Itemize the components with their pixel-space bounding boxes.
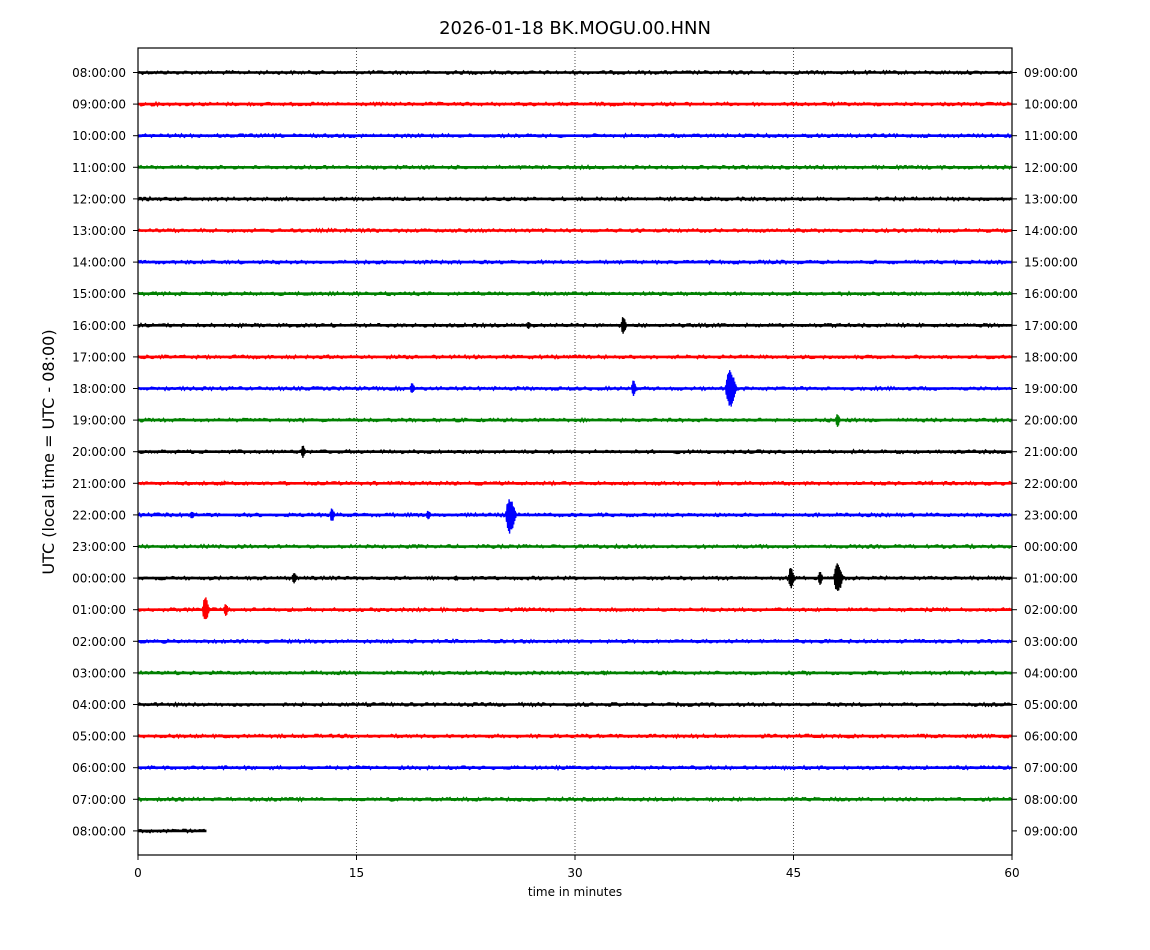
event-row-10-2 (724, 370, 738, 407)
event-row-10-0 (409, 383, 416, 393)
right-tick-label-7: 16:00:00 (1024, 287, 1078, 301)
event-row-16-3 (817, 571, 824, 585)
event-row-14-0 (189, 511, 196, 519)
right-tick-label-23: 08:00:00 (1024, 793, 1078, 807)
right-tick-label-4: 13:00:00 (1024, 192, 1078, 206)
right-tick-label-15: 00:00:00 (1024, 540, 1078, 554)
left-tick-label-19: 03:00:00 (72, 666, 126, 680)
event-row-16-4 (833, 563, 845, 591)
right-tick-label-5: 14:00:00 (1024, 224, 1078, 238)
left-tick-label-10: 18:00:00 (72, 382, 126, 396)
event-row-14-2 (425, 510, 432, 520)
y-axis-label: UTC (local time = UTC - 08:00) (39, 329, 58, 574)
left-tick-label-12: 20:00:00 (72, 445, 126, 459)
right-tick-label-13: 22:00:00 (1024, 477, 1078, 491)
left-tick-label-5: 13:00:00 (72, 224, 126, 238)
right-tick-label-3: 12:00:00 (1024, 161, 1078, 175)
left-tick-label-21: 05:00:00 (72, 730, 126, 744)
event-row-10-1 (630, 380, 638, 397)
left-tick-label-1: 09:00:00 (72, 98, 126, 112)
event-row-16-1 (453, 575, 460, 582)
event-row-14-3 (504, 499, 518, 534)
x-tick-label-30: 30 (567, 866, 582, 880)
event-row-16-2 (787, 567, 796, 589)
x-axis-ticks: 0 15 30 45 60 (134, 855, 1020, 880)
seismic-traces (137, 69, 1012, 834)
left-tick-label-9: 17:00:00 (72, 350, 126, 364)
x-axis-label: time in minutes (528, 885, 622, 899)
left-tick-label-13: 21:00:00 (72, 477, 126, 491)
y-axis-ticks: 08:00:00 09:00:00 09:00:00 10:00:00 10:00:00… (72, 66, 1078, 838)
right-tick-label-0: 09:00:00 (1024, 66, 1078, 80)
left-tick-label-11: 19:00:00 (72, 414, 126, 428)
right-tick-label-10: 19:00:00 (1024, 382, 1078, 396)
left-tick-label-15: 23:00:00 (72, 540, 126, 554)
event-row-19-0 (601, 669, 608, 676)
right-tick-label-16: 01:00:00 (1024, 572, 1078, 586)
right-tick-label-2: 11:00:00 (1024, 129, 1078, 143)
event-row-11-0 (834, 414, 842, 427)
right-tick-label-11: 20:00:00 (1024, 414, 1078, 428)
right-tick-label-19: 04:00:00 (1024, 666, 1078, 680)
left-tick-label-18: 02:00:00 (72, 635, 126, 649)
left-tick-label-22: 06:00:00 (72, 761, 126, 775)
left-tick-label-14: 22:00:00 (72, 508, 126, 522)
left-tick-label-6: 14:00:00 (72, 256, 126, 270)
x-tick-label-0: 0 (134, 866, 142, 880)
left-tick-label-23: 07:00:00 (72, 793, 126, 807)
right-tick-label-12: 21:00:00 (1024, 445, 1078, 459)
grid-lines (356, 48, 794, 855)
event-row-16-0 (291, 573, 298, 584)
right-tick-label-1: 10:00:00 (1024, 98, 1078, 112)
x-tick-label-15: 15 (349, 866, 364, 880)
right-tick-label-22: 07:00:00 (1024, 761, 1078, 775)
chart-title: 2026-01-18 BK.MOGU.00.HNN (439, 18, 711, 39)
left-tick-label-4: 12:00:00 (72, 192, 126, 206)
left-tick-label-20: 04:00:00 (72, 698, 126, 712)
right-tick-label-6: 15:00:00 (1024, 256, 1078, 270)
left-tick-label-7: 15:00:00 (72, 287, 126, 301)
event-row-13-0 (220, 479, 227, 486)
left-tick-label-3: 11:00:00 (72, 161, 126, 175)
right-tick-label-8: 17:00:00 (1024, 319, 1078, 333)
right-tick-label-9: 18:00:00 (1024, 350, 1078, 364)
right-tick-label-20: 05:00:00 (1024, 698, 1078, 712)
x-tick-label-60: 60 (1004, 866, 1019, 880)
right-tick-label-14: 23:00:00 (1024, 508, 1078, 522)
event-row-12-0 (300, 445, 307, 458)
event-row-14-1 (329, 508, 336, 521)
event-row-17-1 (223, 604, 230, 616)
left-tick-label-24: 08:00:00 (72, 824, 126, 838)
x-tick-label-45: 45 (786, 866, 801, 880)
right-tick-label-21: 06:00:00 (1024, 730, 1078, 744)
left-tick-label-0: 08:00:00 (72, 66, 126, 80)
right-tick-label-24: 09:00:00 (1024, 824, 1078, 838)
event-row-8-1 (620, 317, 628, 334)
right-tick-label-17: 02:00:00 (1024, 603, 1078, 617)
event-row-13-1 (928, 479, 935, 486)
left-tick-label-17: 01:00:00 (72, 603, 126, 617)
left-tick-label-16: 00:00:00 (72, 572, 126, 586)
left-tick-label-8: 16:00:00 (72, 319, 126, 333)
right-tick-label-18: 03:00:00 (1024, 635, 1078, 649)
event-row-17-0 (201, 597, 211, 620)
left-tick-label-2: 10:00:00 (72, 129, 126, 143)
event-row-8-0 (525, 322, 533, 329)
